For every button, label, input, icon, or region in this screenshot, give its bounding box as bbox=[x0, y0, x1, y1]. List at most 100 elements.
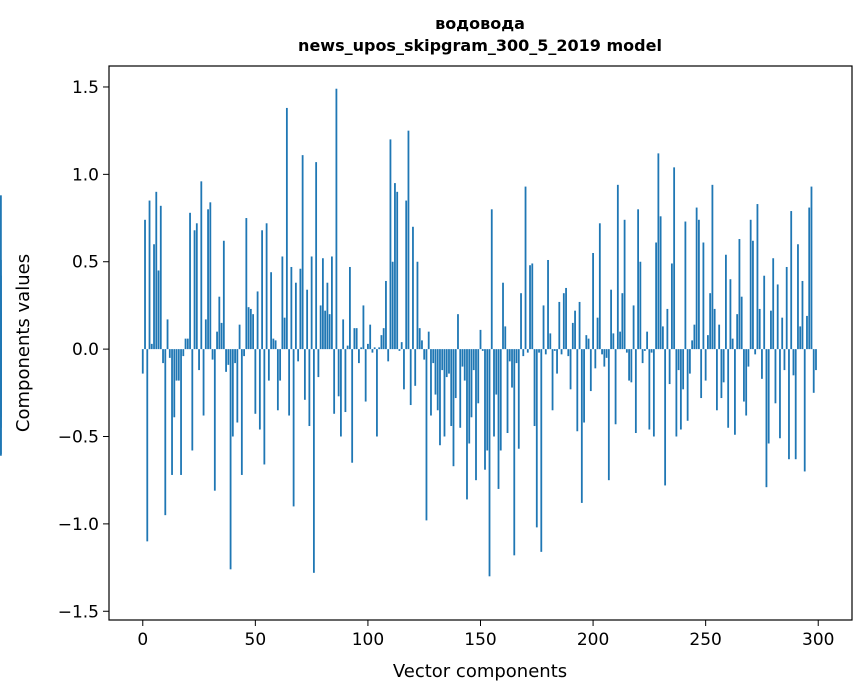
bar bbox=[607, 349, 610, 481]
bar bbox=[400, 342, 403, 350]
bar bbox=[180, 349, 182, 475]
bar bbox=[290, 266, 293, 350]
bar bbox=[168, 349, 171, 358]
bar bbox=[331, 256, 333, 350]
bar bbox=[267, 349, 270, 381]
bar bbox=[691, 340, 694, 350]
bar bbox=[191, 349, 194, 451]
bar bbox=[144, 219, 146, 350]
bar bbox=[240, 349, 243, 475]
bar bbox=[472, 349, 475, 371]
bar bbox=[666, 308, 669, 350]
bar bbox=[587, 338, 590, 350]
bar bbox=[0, 349, 2, 456]
bar bbox=[504, 326, 507, 350]
x-axis-label: Vector components bbox=[393, 661, 567, 682]
bar bbox=[569, 349, 572, 390]
bar bbox=[432, 349, 435, 364]
bar bbox=[670, 263, 673, 350]
bar bbox=[702, 242, 705, 350]
bar bbox=[380, 335, 383, 350]
bar bbox=[256, 291, 259, 350]
chart-title: водовода bbox=[435, 14, 525, 33]
bar bbox=[452, 349, 455, 467]
bar bbox=[454, 349, 457, 399]
bar bbox=[484, 349, 486, 470]
bar bbox=[344, 349, 347, 413]
bar bbox=[812, 349, 815, 393]
bar bbox=[247, 307, 250, 350]
bar bbox=[427, 331, 430, 350]
bar bbox=[790, 211, 793, 350]
bar bbox=[396, 191, 399, 350]
bar bbox=[729, 279, 732, 350]
bar bbox=[517, 349, 520, 449]
bar bbox=[362, 305, 365, 350]
bar bbox=[346, 345, 349, 350]
bar bbox=[679, 349, 682, 430]
plot-frame bbox=[108, 65, 853, 621]
bar bbox=[387, 349, 390, 362]
bar bbox=[513, 349, 516, 556]
bar bbox=[173, 349, 176, 418]
bar bbox=[272, 338, 275, 350]
bar bbox=[578, 301, 581, 350]
bar bbox=[619, 331, 621, 350]
bar bbox=[382, 328, 385, 350]
bar bbox=[276, 349, 279, 411]
bar bbox=[369, 324, 372, 350]
bar bbox=[445, 349, 448, 378]
bar bbox=[285, 107, 288, 350]
bar bbox=[416, 261, 419, 350]
bar bbox=[688, 349, 691, 374]
bar bbox=[436, 349, 439, 411]
bar bbox=[574, 310, 576, 350]
bar bbox=[675, 349, 678, 437]
bar bbox=[542, 305, 545, 350]
bar bbox=[141, 349, 144, 374]
bar bbox=[781, 317, 784, 350]
bar bbox=[758, 308, 761, 350]
bar bbox=[479, 329, 482, 350]
bar bbox=[159, 205, 162, 350]
bar bbox=[529, 265, 531, 350]
bar bbox=[220, 322, 223, 350]
y-tick-label: −1.0 bbox=[58, 515, 99, 535]
bar bbox=[385, 280, 387, 350]
bar bbox=[364, 349, 367, 402]
bar bbox=[371, 349, 374, 353]
bar bbox=[450, 349, 453, 427]
bar bbox=[659, 216, 662, 350]
bar bbox=[610, 289, 612, 350]
bars bbox=[0, 88, 817, 577]
bar bbox=[186, 338, 189, 350]
bar bbox=[713, 308, 716, 350]
bar bbox=[265, 223, 268, 350]
bar bbox=[621, 293, 624, 350]
bar bbox=[306, 289, 309, 350]
bar bbox=[378, 347, 381, 350]
bar bbox=[321, 258, 324, 350]
x-tick-label: 100 bbox=[352, 630, 384, 650]
bar bbox=[481, 349, 484, 351]
bar bbox=[601, 349, 603, 355]
bar bbox=[716, 349, 718, 411]
bar bbox=[146, 349, 149, 542]
bar bbox=[463, 349, 466, 381]
bar bbox=[488, 349, 491, 577]
bar bbox=[547, 259, 549, 350]
bar bbox=[204, 319, 207, 350]
bar bbox=[700, 349, 703, 399]
bar bbox=[317, 349, 320, 378]
bar bbox=[785, 266, 788, 350]
bar bbox=[360, 347, 363, 350]
bar bbox=[200, 181, 203, 350]
bar bbox=[634, 349, 637, 434]
bar bbox=[734, 349, 736, 435]
bar bbox=[630, 349, 633, 383]
bar bbox=[535, 349, 538, 528]
bar bbox=[351, 349, 354, 463]
bar bbox=[337, 349, 340, 397]
bar bbox=[394, 183, 396, 350]
bar bbox=[261, 230, 263, 350]
